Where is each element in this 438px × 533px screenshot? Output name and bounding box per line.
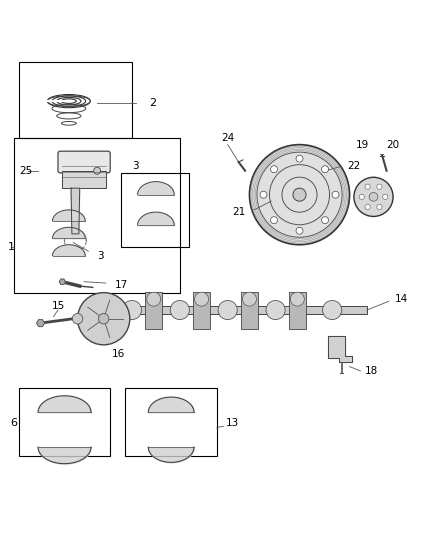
Circle shape: [296, 227, 303, 234]
Circle shape: [383, 194, 388, 199]
Circle shape: [147, 292, 161, 306]
Text: 25: 25: [19, 166, 32, 176]
Bar: [19, 62, 132, 138]
Polygon shape: [59, 279, 65, 285]
Text: 17: 17: [115, 280, 128, 290]
Polygon shape: [37, 320, 45, 327]
Text: 14: 14: [395, 294, 409, 304]
Circle shape: [243, 292, 256, 306]
Circle shape: [365, 184, 370, 189]
Text: 6: 6: [10, 418, 17, 428]
Text: 1: 1: [8, 242, 15, 252]
Text: 13: 13: [226, 418, 239, 428]
Circle shape: [293, 188, 306, 201]
FancyBboxPatch shape: [58, 151, 110, 173]
Circle shape: [359, 194, 364, 199]
Circle shape: [78, 293, 130, 345]
Circle shape: [99, 313, 109, 324]
Bar: [19, 389, 110, 456]
Circle shape: [266, 301, 285, 320]
Circle shape: [322, 301, 342, 320]
Circle shape: [321, 217, 328, 224]
Circle shape: [271, 166, 278, 173]
Text: 21: 21: [232, 207, 245, 217]
Text: 22: 22: [347, 161, 360, 172]
Bar: [241, 292, 258, 328]
Text: 3: 3: [132, 161, 138, 172]
Circle shape: [250, 144, 350, 245]
Text: 19: 19: [356, 140, 369, 150]
Bar: [121, 173, 188, 247]
Bar: [289, 292, 306, 328]
Circle shape: [290, 292, 304, 306]
Bar: [14, 138, 180, 293]
Text: 24: 24: [221, 133, 234, 143]
Text: 16: 16: [112, 349, 126, 359]
Circle shape: [332, 191, 339, 198]
Circle shape: [354, 177, 393, 216]
Bar: [145, 292, 162, 328]
Bar: [119, 306, 367, 314]
Circle shape: [194, 292, 208, 306]
Circle shape: [218, 301, 237, 320]
Bar: [193, 292, 210, 328]
Polygon shape: [328, 336, 352, 362]
Circle shape: [122, 301, 141, 320]
Bar: [125, 389, 217, 456]
Text: 15: 15: [51, 301, 64, 311]
Circle shape: [365, 205, 370, 209]
Text: 3: 3: [97, 251, 104, 261]
Polygon shape: [71, 188, 80, 234]
Text: 2: 2: [149, 98, 156, 108]
Circle shape: [296, 155, 303, 162]
Circle shape: [72, 313, 83, 324]
Circle shape: [377, 184, 382, 189]
Text: 18: 18: [365, 366, 378, 376]
Bar: [62, 171, 106, 188]
Circle shape: [271, 217, 278, 224]
Circle shape: [369, 192, 378, 201]
Circle shape: [321, 166, 328, 173]
Circle shape: [377, 205, 382, 209]
Circle shape: [94, 167, 101, 174]
Text: 20: 20: [386, 140, 399, 150]
Circle shape: [260, 191, 267, 198]
Circle shape: [170, 301, 189, 320]
